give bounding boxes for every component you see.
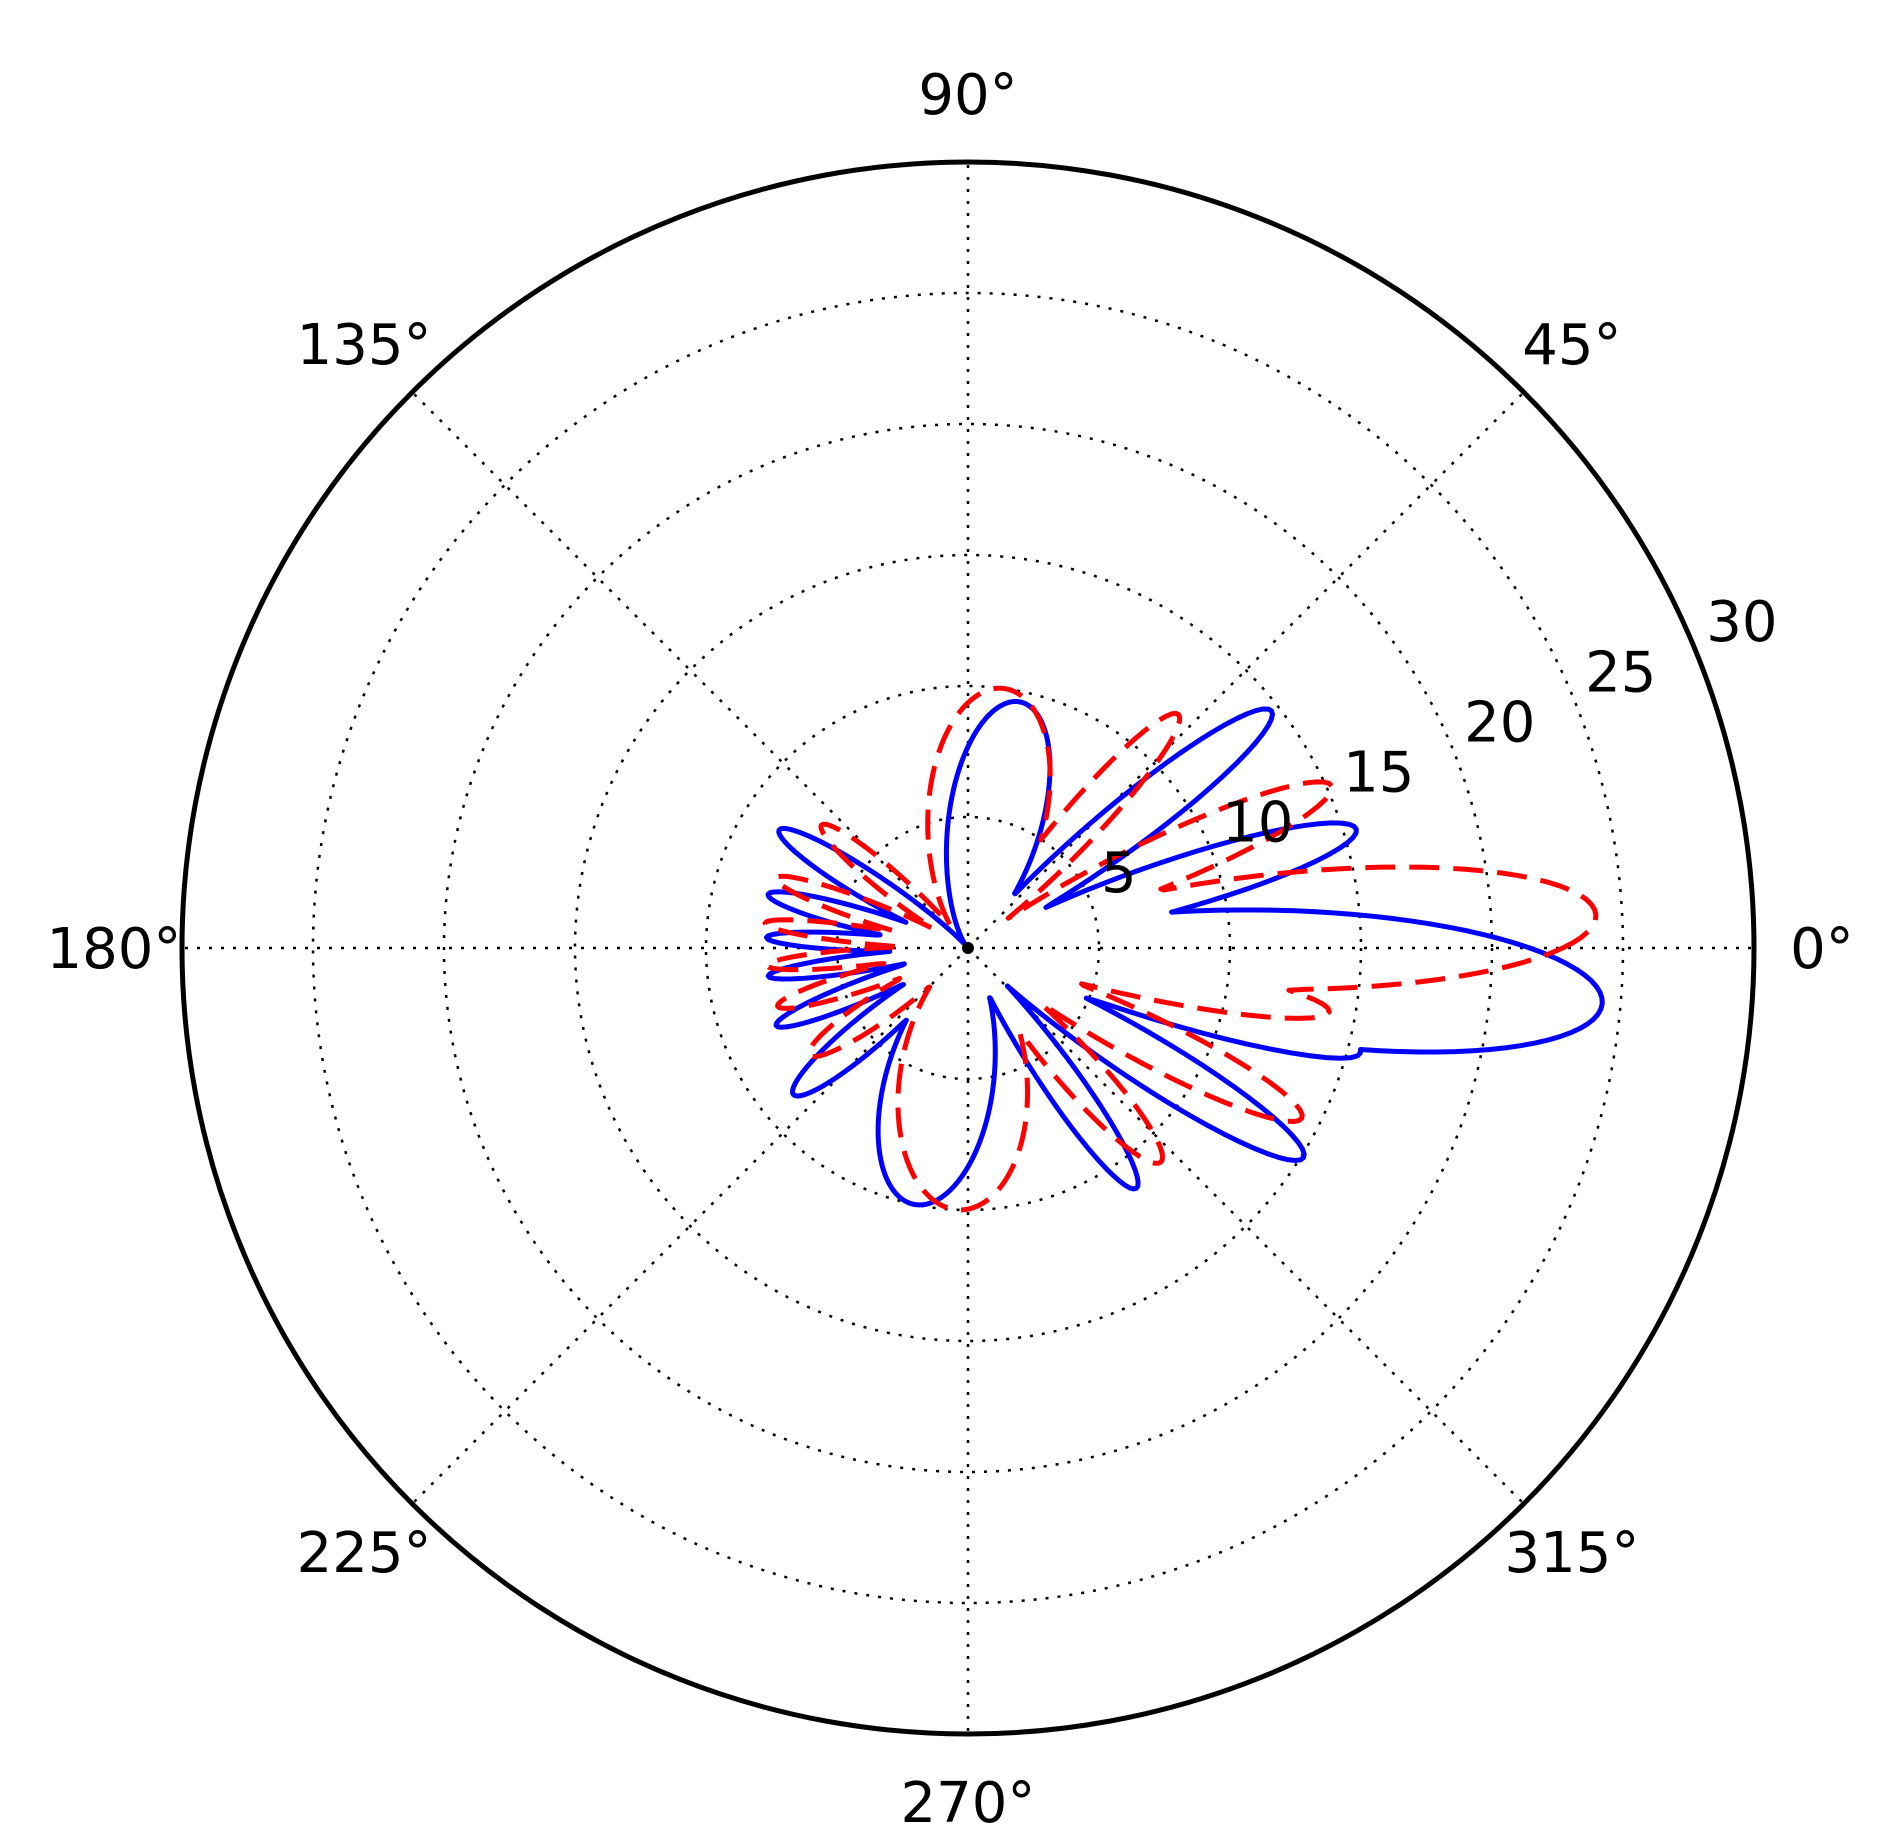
angular-gridline-45 [967, 391, 1525, 949]
frame-layer [179, 159, 1757, 1737]
angular-tick-label-315: 315° [1504, 1521, 1639, 1586]
series-line-1 [764, 698, 1605, 1208]
tick-label-layer: 0° 45° 90° 135° 180° 225° 270° 315° 5 10 15 20 25 30 [47, 63, 1854, 1836]
radial-gridline-10 [704, 684, 1232, 1212]
radial-tick-label-20: 20 [1464, 691, 1535, 756]
origin-marker [962, 942, 974, 954]
radial-gridline-25 [311, 291, 1625, 1605]
angular-tick-label-225: 225° [297, 1521, 432, 1586]
radial-gridline-5 [835, 815, 1101, 1081]
angular-gridline-135 [411, 391, 969, 949]
radial-tick-label-10: 10 [1222, 791, 1293, 856]
radial-tick-label-5: 5 [1101, 841, 1137, 906]
angular-gridline-225 [411, 947, 969, 1505]
angular-tick-label-90: 90° [918, 63, 1017, 128]
angular-tick-label-45: 45° [1522, 313, 1621, 378]
angular-gridline-315 [967, 947, 1525, 1505]
polar-frame [179, 159, 1757, 1737]
angular-tick-label-180: 180° [47, 917, 182, 982]
series-layer [762, 685, 1605, 1213]
radial-gridline-20 [442, 422, 1494, 1474]
angular-tick-label-135: 135° [297, 313, 432, 378]
radial-gridline-15 [573, 553, 1363, 1343]
radial-tick-label-25: 25 [1585, 640, 1656, 705]
radial-tick-label-30: 30 [1706, 590, 1777, 655]
grid-layer [182, 162, 1754, 1734]
angular-tick-label-270: 270° [901, 1771, 1036, 1833]
radial-tick-label-15: 15 [1343, 741, 1414, 806]
angular-tick-label-0: 0° [1790, 917, 1854, 982]
series-line-2 [762, 685, 1599, 1213]
